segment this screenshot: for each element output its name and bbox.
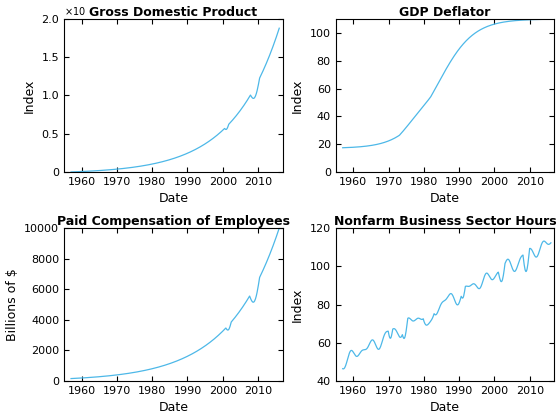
Title: GDP Deflator: GDP Deflator	[399, 6, 491, 19]
X-axis label: Date: Date	[430, 192, 460, 205]
Title: Paid Compensation of Employees: Paid Compensation of Employees	[57, 215, 290, 228]
X-axis label: Date: Date	[158, 402, 188, 415]
X-axis label: Date: Date	[158, 192, 188, 205]
Title: Nonfarm Business Sector Hours: Nonfarm Business Sector Hours	[334, 215, 556, 228]
Y-axis label: Index: Index	[23, 78, 36, 113]
X-axis label: Date: Date	[430, 402, 460, 415]
Title: Gross Domestic Product: Gross Domestic Product	[89, 6, 258, 19]
Y-axis label: Index: Index	[291, 78, 304, 113]
Y-axis label: Billions of $: Billions of $	[6, 268, 18, 341]
Text: $\times$10: $\times$10	[64, 5, 86, 18]
Y-axis label: Index: Index	[291, 287, 304, 322]
